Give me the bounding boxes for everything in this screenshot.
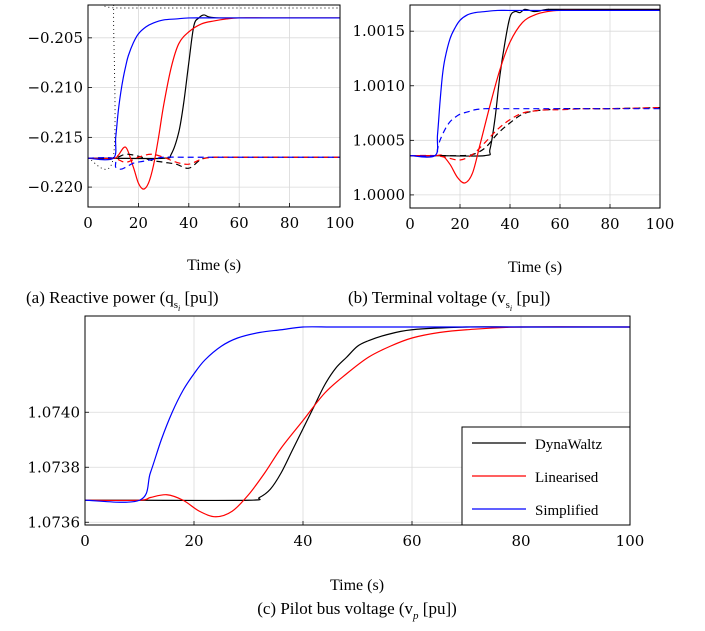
- panel-b-ytick-label: 1.0010: [353, 77, 406, 95]
- panel-b-ytick-label: 1.0000: [353, 186, 406, 204]
- panel-c-xtick-label: 80: [511, 532, 530, 550]
- panel-c-xtick-label: 40: [293, 532, 312, 550]
- panel-c-series-0-solid: [85, 326, 630, 502]
- legend-label-simplified: Simplified: [535, 503, 599, 519]
- panel-a-series-6-dashed: [88, 156, 340, 170]
- panel-b-xtick-label: 20: [450, 215, 469, 233]
- panel-a-series-5-dashed: [88, 153, 340, 165]
- panel-a-ytick-label: −0.210: [27, 79, 83, 97]
- panel-a-xtick-label: 0: [83, 214, 93, 232]
- panel-a-plot: 0 20 40 60 80 100 −0.205 −0.210 −0.215 −0.220: [27, 4, 355, 232]
- panel-c: 0 20 40 60 80 100 1.0740 1.0738 1.0736 DynaWaltz…: [28, 315, 645, 622]
- panel-b-ytick-label: 1.0005: [353, 131, 406, 149]
- panel-b-series-5-dashed: [410, 108, 660, 157]
- panel-b-series-4-dashed: [410, 106, 660, 161]
- legend: DynaWaltz Linearised Simplified: [461, 426, 631, 526]
- panel-b-xlabel: Time (s): [508, 259, 562, 276]
- panel-c-ytick-label: 1.0738: [28, 458, 81, 476]
- panel-a-series-1-solid: [88, 17, 340, 190]
- panel-a-xlabel: Time (s): [187, 257, 241, 274]
- panel-c-caption: (c) Pilot bus voltage (vp [pu]): [257, 599, 457, 622]
- panel-b-xtick-label: 60: [550, 215, 569, 233]
- panel-a-xtick-label: 20: [129, 214, 148, 232]
- panel-b: 0 20 40 60 80 100 1.0015 1.0010 1.0005 1.0000 Tim…: [348, 4, 675, 313]
- panel-c-series-1-solid: [85, 326, 630, 518]
- panel-b-xtick-label: 80: [600, 215, 619, 233]
- panel-a-xtick-label: 80: [280, 214, 299, 232]
- legend-label-dynawaltz: DynaWaltz: [535, 437, 602, 453]
- panel-c-xtick-label: 100: [616, 532, 645, 550]
- panel-a: 0 20 40 60 80 100 −0.205 −0.210 −0.215 −0.220 Tim…: [26, 4, 355, 313]
- legend-label-linearised: Linearised: [535, 470, 599, 486]
- panel-a-series-4-dashed: [88, 153, 340, 169]
- panel-c-xlabel: Time (s): [330, 577, 384, 594]
- panel-c-frame: [84, 315, 631, 526]
- panel-a-caption: (a) Reactive power (qsi [pu]): [26, 288, 218, 313]
- panel-b-series-0-solid: [410, 8, 660, 157]
- panel-a-ytick-label: −0.215: [27, 128, 83, 146]
- panel-a-frame: [87, 4, 341, 208]
- panel-a-ytick-label: −0.220: [27, 178, 83, 196]
- panel-b-caption: (b) Terminal voltage (vsi [pu]): [348, 288, 550, 313]
- panel-b-ytick-label: 1.0015: [353, 22, 406, 40]
- panel-c-xtick-label: 60: [402, 532, 421, 550]
- panel-a-xtick-label: 60: [230, 214, 249, 232]
- panel-b-xtick-label: 40: [500, 215, 519, 233]
- panel-a-xtick-label: 100: [326, 214, 355, 232]
- panel-c-ytick-label: 1.0740: [28, 403, 81, 421]
- panel-b-plot: 0 20 40 60 80 100 1.0015 1.0010 1.0005 1.0000: [353, 4, 675, 233]
- panel-c-ytick-label: 1.0736: [28, 513, 81, 531]
- panel-b-xtick-label: 0: [405, 215, 415, 233]
- panel-a-xtick-label: 40: [179, 214, 198, 232]
- panel-a-series-2-solid: [88, 17, 340, 161]
- panel-a-series-3-dotted: [88, 5, 340, 170]
- panel-c-xtick-label: 20: [184, 532, 203, 550]
- panel-a-ytick-label: −0.205: [27, 29, 83, 47]
- panel-b-series-1-solid: [410, 9, 660, 184]
- panel-c-xtick-label: 0: [80, 532, 90, 550]
- panel-b-xtick-label: 100: [646, 215, 675, 233]
- panel-b-series-3-dashed: [410, 106, 660, 157]
- panel-c-series-2-solid: [85, 326, 630, 503]
- panel-b-frame: [409, 4, 661, 209]
- panel-b-series-2-solid: [410, 9, 660, 158]
